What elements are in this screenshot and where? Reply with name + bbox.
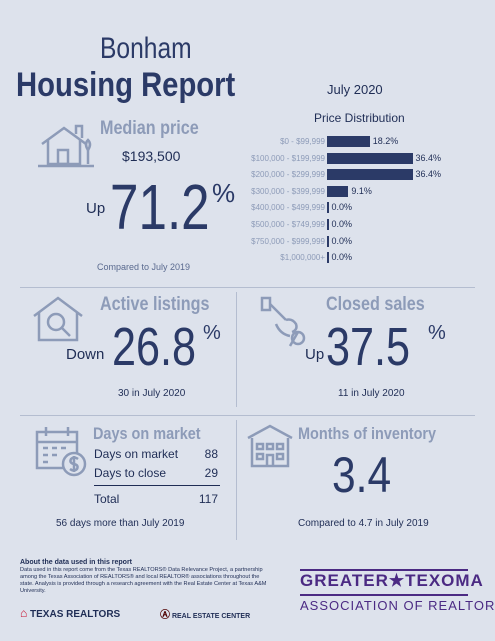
median-comparison: Compared to July 2019 bbox=[97, 262, 191, 272]
price-distribution-bar bbox=[327, 219, 329, 230]
dom-total-value: 117 bbox=[198, 492, 218, 506]
active-listings-percent-symbol: % bbox=[203, 322, 221, 344]
median-direction: Up bbox=[86, 200, 106, 217]
dom-row-label: Days on market bbox=[94, 447, 179, 461]
price-range-label: $500,000 - $749,999 bbox=[251, 220, 325, 229]
price-range-label: $300,000 - $399,999 bbox=[251, 186, 325, 196]
months-inventory-value: 3.4 bbox=[332, 447, 392, 503]
calendar-dollar-icon bbox=[35, 427, 87, 477]
active-listings-subtext: 30 in July 2020 bbox=[118, 388, 186, 399]
days-on-market-subtext: 56 days more than July 2019 bbox=[56, 518, 185, 529]
dom-row-label: Days to close bbox=[94, 466, 167, 480]
dom-row-total: Total 117 bbox=[94, 492, 218, 506]
dom-total-label: Total bbox=[94, 492, 120, 506]
price-distribution-bar bbox=[327, 202, 329, 214]
gt-rule-mid bbox=[300, 594, 468, 596]
price-distribution-bar bbox=[327, 136, 370, 147]
active-listings-change: 26.8 bbox=[112, 317, 197, 377]
closed-sales-percent-symbol: % bbox=[428, 322, 446, 344]
price-distribution-pct: 9.1% bbox=[351, 185, 372, 196]
closed-sales-change: 37.5 bbox=[326, 317, 411, 377]
price-range-label: $100,000 - $199,999 bbox=[251, 153, 325, 163]
title-line-2: Housing Report bbox=[16, 66, 236, 104]
price-distribution-bar bbox=[327, 185, 349, 197]
magnifier-house-icon bbox=[33, 296, 83, 342]
building-icon bbox=[247, 424, 293, 468]
price-distribution-title: Price Distribution bbox=[314, 111, 405, 125]
divider-mid-1 bbox=[236, 292, 237, 407]
price-distribution-row: $200,000 - $299,999 36.4% bbox=[0, 167, 495, 183]
price-range-label: $0 - $99,999 bbox=[280, 137, 325, 146]
price-range-label: $1,000,000+ bbox=[280, 253, 325, 263]
price-range-label: $200,000 - $299,999 bbox=[251, 170, 325, 180]
closed-sales-subtext: 11 in July 2020 bbox=[338, 388, 405, 399]
price-distribution-pct: 0.0% bbox=[331, 202, 353, 213]
active-listings-direction: Down bbox=[66, 346, 105, 363]
real-estate-center-text: REAL ESTATE CENTER bbox=[171, 613, 251, 620]
dom-row-value: 29 bbox=[204, 466, 218, 480]
divider-middle bbox=[20, 415, 475, 416]
texas-realtors-text: TEXAS REALTORS bbox=[30, 609, 121, 620]
tamu-mark-icon: Ⓐ bbox=[160, 610, 170, 621]
key-hand-icon bbox=[260, 296, 306, 347]
price-distribution-bar bbox=[327, 169, 413, 181]
price-distribution-pct: 18.2% bbox=[372, 136, 399, 146]
title-line-1: Bonham bbox=[100, 32, 192, 65]
median-percent-symbol: % bbox=[212, 178, 236, 208]
price-distribution-row: $100,000 - $199,999 36.4% bbox=[0, 151, 495, 167]
greater-texoma-logo-line1: GREATER★TEXOMA bbox=[300, 571, 484, 590]
price-distribution-pct: 0.0% bbox=[331, 252, 353, 263]
median-price-label: Median price bbox=[100, 118, 199, 139]
price-distribution-pct: 0.0% bbox=[331, 235, 353, 246]
closed-sales-direction: Up bbox=[305, 346, 325, 363]
price-distribution-pct: 36.4% bbox=[415, 152, 442, 163]
price-distribution-row: $300,000 - $399,999 9.1% bbox=[0, 184, 495, 200]
divider-mid-2 bbox=[236, 420, 237, 540]
house-icon bbox=[38, 124, 94, 168]
dom-total-rule bbox=[94, 485, 220, 486]
dom-row-days-on-market: Days on market 88 bbox=[94, 447, 218, 461]
texas-realtors-mark-icon: ⌂ bbox=[20, 606, 28, 620]
price-distribution-row: $1,000,000+ 0.0% bbox=[0, 250, 495, 266]
gt-rule-top bbox=[300, 569, 468, 571]
texas-realtors-logo: ⌂ TEXAS REALTORS bbox=[20, 606, 120, 620]
months-inventory-subtext: Compared to 4.7 in July 2019 bbox=[298, 518, 429, 529]
report-date: July 2020 bbox=[327, 82, 383, 97]
price-distribution-row: $0 - $99,999 18.2% bbox=[0, 134, 495, 150]
about-body: Data used in this report come from the T… bbox=[20, 567, 267, 594]
divider-top bbox=[20, 287, 475, 288]
price-range-label: $400,000 - $499,999 bbox=[251, 203, 325, 213]
about-title: About the data used in this report bbox=[20, 559, 133, 566]
price-distribution-pct: 36.4% bbox=[415, 169, 442, 180]
price-distribution-bar bbox=[327, 235, 329, 247]
active-listings-label: Active listings bbox=[100, 294, 210, 315]
real-estate-center-logo: Ⓐ REAL ESTATE CENTER bbox=[160, 606, 250, 621]
greater-texoma-logo-line2: ASSOCIATION OF REALTORS bbox=[300, 598, 495, 613]
dom-row-days-to-close: Days to close 29 bbox=[94, 466, 218, 480]
price-distribution-row: $400,000 - $499,999 0.0% bbox=[0, 200, 495, 216]
price-distribution-row: $500,000 - $749,999 0.0% bbox=[0, 217, 495, 233]
days-on-market-label: Days on market bbox=[93, 424, 201, 443]
months-inventory-label: Months of inventory bbox=[298, 424, 437, 443]
price-distribution-row: $750,000 - $999,999 0.0% bbox=[0, 234, 495, 250]
dom-row-value: 88 bbox=[204, 447, 218, 461]
price-range-label: $750,000 - $999,999 bbox=[251, 236, 325, 246]
price-distribution-pct: 0.0% bbox=[331, 219, 353, 229]
median-change: 71.2 bbox=[110, 171, 210, 243]
closed-sales-label: Closed sales bbox=[326, 294, 425, 315]
price-distribution-bar bbox=[327, 152, 413, 164]
price-distribution-bar bbox=[327, 252, 329, 264]
median-price-value: $193,500 bbox=[122, 148, 181, 164]
